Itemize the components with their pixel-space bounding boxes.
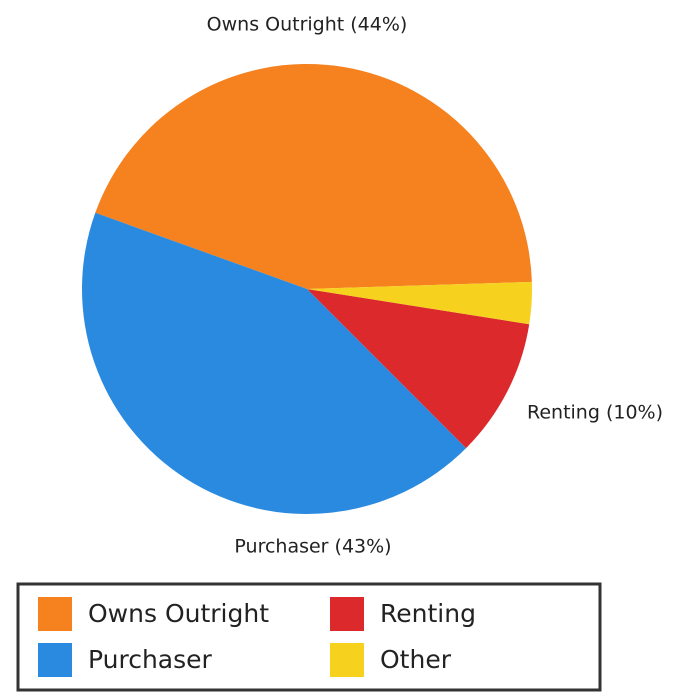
pie-slice — [95, 64, 532, 289]
legend-label: Renting — [380, 599, 476, 628]
legend-swatch — [38, 597, 72, 631]
legend-swatch — [330, 597, 364, 631]
pie-slice — [307, 289, 530, 449]
pie-slice — [81, 212, 467, 515]
legend-swatch — [330, 643, 364, 677]
slice-label: Owns Outright (44%) — [207, 14, 408, 36]
slice-label: Renting (10%) — [527, 402, 663, 424]
legend-swatch — [38, 643, 72, 677]
legend-label: Purchaser — [88, 645, 213, 674]
legend-label: Owns Outright — [88, 599, 269, 628]
slice-label: Purchaser (43%) — [234, 536, 391, 558]
pie-slice — [307, 281, 532, 325]
legend-label: Other — [380, 645, 452, 674]
legend-box — [16, 582, 602, 692]
